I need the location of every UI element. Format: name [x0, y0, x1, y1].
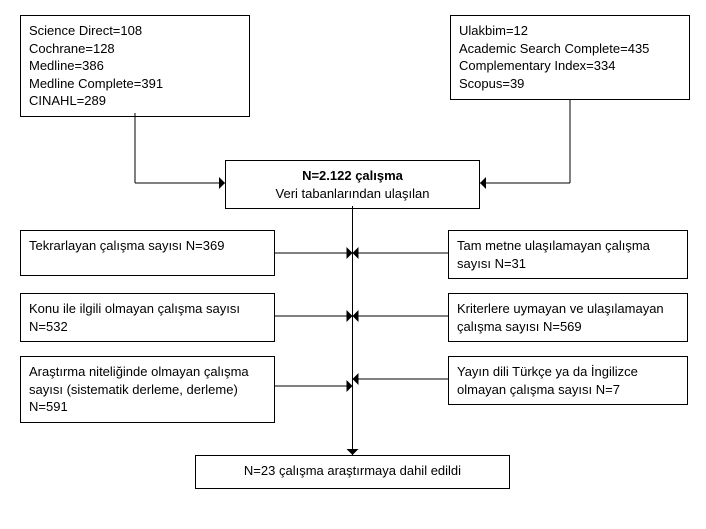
total-studies-box: N=2.122 çalışma Veri tabanlarından ulaşı…: [225, 160, 480, 209]
excl-r2-text: Kriterlere uymayan ve ulaşılamayan çalış…: [457, 301, 664, 334]
source-line: Academic Search Complete=435: [459, 40, 681, 58]
source-line: CINAHL=289: [29, 92, 241, 110]
exclusion-left-1: Tekrarlayan çalışma sayısı N=369: [20, 230, 275, 276]
source-line: Complementary Index=334: [459, 57, 681, 75]
source-line: Ulakbim=12: [459, 22, 681, 40]
excl-l1-text: Tekrarlayan çalışma sayısı N=369: [29, 238, 224, 253]
excl-l3-text: Araştırma niteliğinde olmayan çalışma sa…: [29, 364, 249, 414]
source-line: Scopus=39: [459, 75, 681, 93]
excl-l2-text: Konu ile ilgili olmayan çalışma sayısı N…: [29, 301, 240, 334]
source-line: Cochrane=128: [29, 40, 241, 58]
source-line: Science Direct=108: [29, 22, 241, 40]
source-line: Medline=386: [29, 57, 241, 75]
source-line: Medline Complete=391: [29, 75, 241, 93]
exclusion-right-1: Tam metne ulaşılamayan çalışma sayısı N=…: [448, 230, 688, 279]
final-included-box: N=23 çalışma araştırmaya dahil edildi: [195, 455, 510, 489]
exclusion-right-2: Kriterlere uymayan ve ulaşılamayan çalış…: [448, 293, 688, 342]
exclusion-left-3: Araştırma niteliğinde olmayan çalışma sa…: [20, 356, 275, 423]
total-subtitle: Veri tabanlarından ulaşılan: [276, 186, 430, 201]
exclusion-right-3: Yayın dili Türkçe ya da İngilizce olmaya…: [448, 356, 688, 405]
excl-r3-text: Yayın dili Türkçe ya da İngilizce olmaya…: [457, 364, 638, 397]
sources-left-box: Science Direct=108Cochrane=128Medline=38…: [20, 15, 250, 117]
total-title: N=2.122 çalışma: [302, 168, 403, 183]
excl-r1-text: Tam metne ulaşılamayan çalışma sayısı N=…: [457, 238, 650, 271]
final-text: N=23 çalışma araştırmaya dahil edildi: [244, 463, 461, 478]
exclusion-left-2: Konu ile ilgili olmayan çalışma sayısı N…: [20, 293, 275, 342]
sources-right-box: Ulakbim=12Academic Search Complete=435Co…: [450, 15, 690, 100]
